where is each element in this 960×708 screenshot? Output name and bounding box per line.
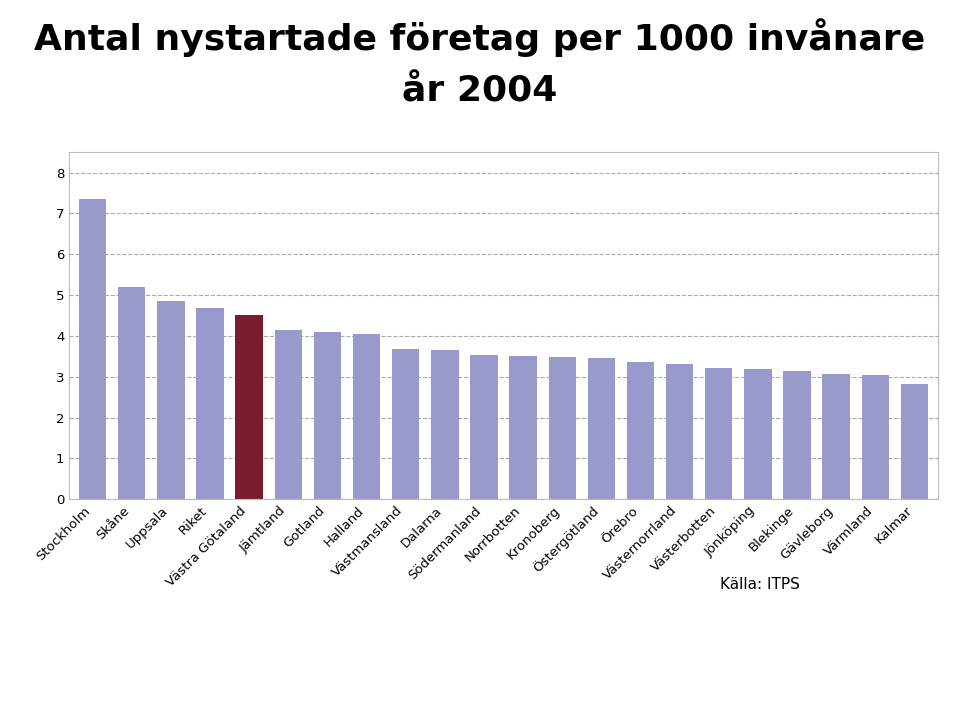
Bar [392,349,420,499]
Bar [588,358,615,499]
Bar [118,287,145,499]
Bar [862,375,889,499]
Bar [666,365,693,499]
Bar [823,374,850,499]
Bar [548,357,576,499]
Bar [275,330,302,499]
Bar [744,370,772,499]
Bar [705,367,732,499]
Text: Antal nystartade företag per 1000 invånare: Antal nystartade företag per 1000 invåna… [35,18,925,57]
Text: Källa: ITPS: Källa: ITPS [720,577,800,592]
Bar [431,350,459,499]
Bar [314,332,341,499]
Bar [235,316,263,499]
Bar [470,355,497,499]
Bar [900,384,928,499]
Bar [783,371,811,499]
Text: år 2004: år 2004 [402,74,558,108]
Bar [627,362,654,499]
Bar [353,334,380,499]
Bar [79,199,107,499]
Bar [510,356,537,499]
Bar [157,301,184,499]
Bar [196,308,224,499]
